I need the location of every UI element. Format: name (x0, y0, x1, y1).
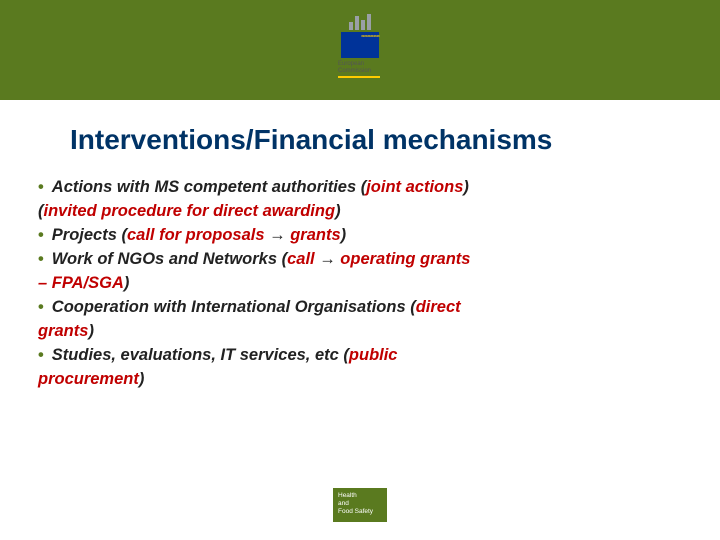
bullet-row: •Studies, evaluations, IT services, etc … (28, 344, 680, 368)
logo-text: European Commission (330, 61, 390, 74)
bullet-row: •Projects (call for proposals → grants) (28, 224, 680, 248)
logo-bars-icon (330, 12, 390, 30)
bullet-row: procurement) (28, 368, 680, 392)
bullet-row: •Actions with MS competent authorities (… (28, 176, 680, 200)
ec-logo: European Commission (330, 12, 390, 78)
footer-badge: Health and Food Safety (333, 488, 387, 522)
bullet-row: grants) (28, 320, 680, 344)
slide-content: Interventions/Financial mechanisms •Acti… (0, 100, 720, 391)
header-band: European Commission (0, 0, 720, 100)
slide-title: Interventions/Financial mechanisms (70, 124, 680, 156)
bullet-row: – FPA/SGA) (28, 272, 680, 296)
bullet-row: •Cooperation with International Organisa… (28, 296, 680, 320)
eu-flag-icon (341, 32, 379, 58)
bullet-row: (invited procedure for direct awarding) (28, 200, 680, 224)
bullet-row: •Work of NGOs and Networks (call → opera… (28, 248, 680, 272)
bullet-list: •Actions with MS competent authorities (… (28, 176, 680, 391)
logo-underline (338, 76, 380, 78)
